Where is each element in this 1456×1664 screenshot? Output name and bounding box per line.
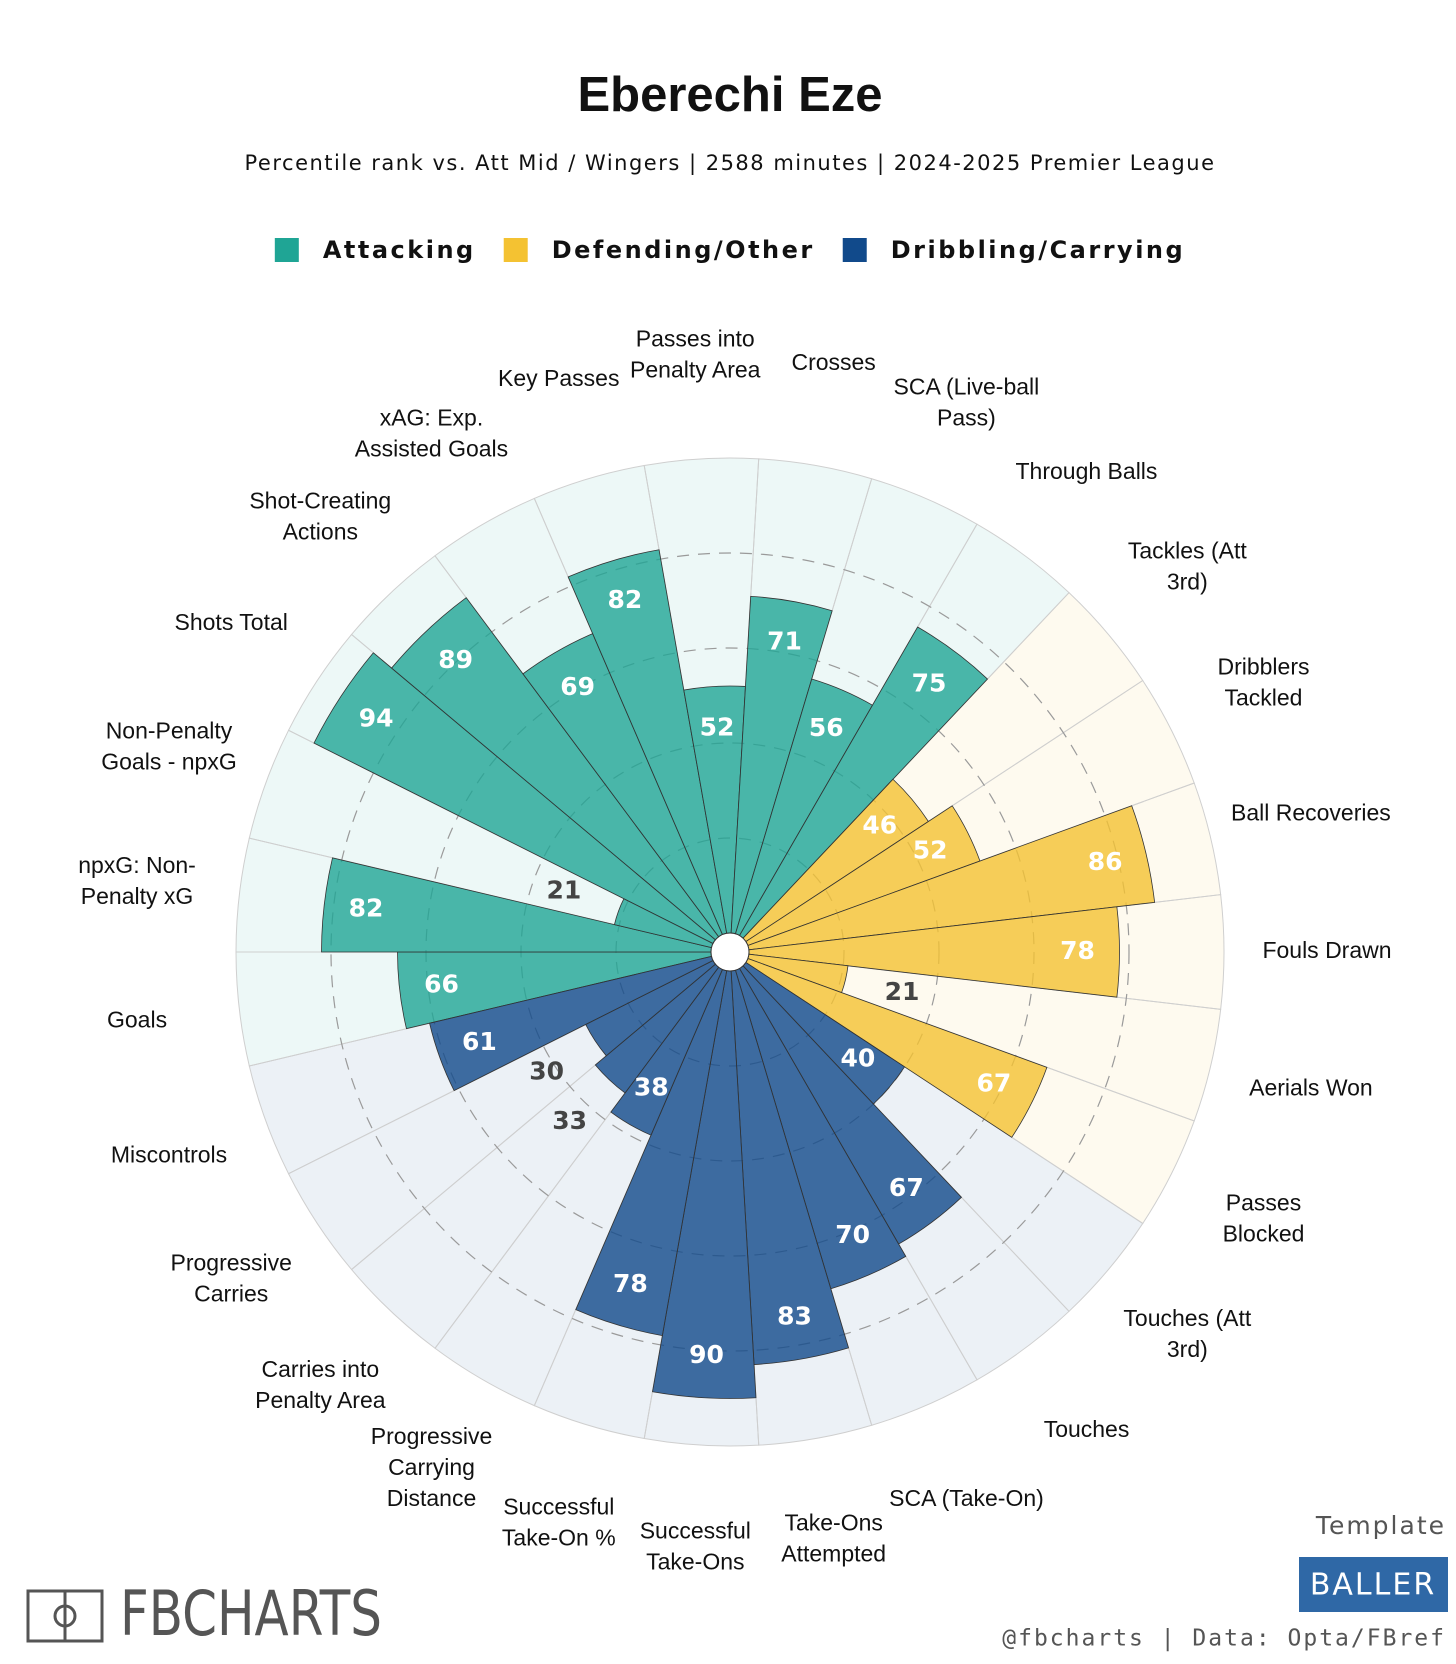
category-label: SCA (Live-ball Pass) [894, 373, 1040, 430]
template-box [1299, 1557, 1448, 1612]
category-label: Miscontrols [111, 1141, 227, 1167]
plot-area: 66 Goals 82 npxG: Non-Penalty xG 21 Non-Penal… [78, 326, 1391, 1575]
chart-title: Eberechi Eze [577, 68, 882, 122]
category-label: Passes into Penalty Area [630, 326, 761, 383]
chart-subtitle: Percentile rank vs. Att Mid / Wingers | … [245, 151, 1216, 176]
credit: @fbcharts | Data: Opta/FBref [1002, 1626, 1446, 1652]
value-label: 52 [913, 835, 948, 864]
category-label: Crosses [791, 349, 875, 375]
category-label: npxG: Non-Penalty xG [78, 852, 196, 909]
category-label: Shots Total [175, 609, 288, 635]
value-label: 86 [1088, 847, 1123, 876]
value-label: 78 [1060, 936, 1095, 965]
category-label: Shot-Creating Actions [249, 487, 391, 544]
legend-label: Dribbling/Carrying [891, 236, 1185, 264]
value-label: 38 [634, 1072, 669, 1101]
value-label: 89 [438, 645, 473, 674]
value-label: 21 [885, 977, 920, 1006]
category-label: Progressive Carrying Distance [371, 1423, 492, 1511]
legend-swatch [842, 238, 867, 262]
value-label: 90 [689, 1340, 724, 1369]
value-label: 66 [424, 970, 459, 999]
category-label: Successful Take-On % [502, 1494, 616, 1551]
value-label: 69 [560, 672, 595, 701]
category-label: Non-Penalty Goals - npxG [101, 717, 237, 774]
value-label: 46 [862, 810, 897, 839]
value-label: 30 [529, 1057, 564, 1086]
category-label: xAG: Exp. Assisted Goals [355, 405, 508, 462]
legend-swatch [274, 238, 299, 262]
center-hole [710, 932, 750, 972]
value-label: 67 [976, 1068, 1011, 1097]
value-label: 52 [700, 712, 735, 741]
fbcharts-logo: FBCHARTS [26, 1577, 382, 1650]
value-label: 33 [552, 1106, 587, 1135]
category-label: Through Balls [1016, 458, 1158, 484]
category-label: Successful Take-Ons [640, 1518, 751, 1575]
category-label: Passes Blocked [1223, 1189, 1305, 1246]
template-name: BALLER [1310, 1568, 1436, 1603]
category-label: Touches [1044, 1416, 1130, 1442]
category-label: Fouls Drawn [1262, 937, 1391, 963]
category-label: Tackles (Att 3rd) [1128, 538, 1247, 595]
value-label: 21 [547, 876, 582, 905]
value-label: 40 [841, 1043, 876, 1072]
value-label: 78 [613, 1269, 648, 1298]
logo-circle [53, 1604, 77, 1628]
category-label: Ball Recoveries [1231, 799, 1391, 825]
value-label: 83 [777, 1302, 812, 1331]
category-label: Carries into Penalty Area [255, 1356, 386, 1413]
template-label: Template [1315, 1511, 1446, 1540]
category-label: Goals [107, 1006, 167, 1032]
legend-swatch [503, 238, 528, 262]
value-label: 56 [809, 713, 844, 742]
category-label: Progressive Carries [171, 1250, 292, 1307]
category-label: Touches (Att 3rd) [1123, 1305, 1251, 1362]
value-label: 70 [835, 1220, 870, 1249]
value-label: 94 [359, 703, 394, 732]
category-label: SCA (Take-On) [889, 1485, 1044, 1511]
grid-circle [330, 552, 1130, 1352]
value-label: 67 [889, 1173, 924, 1202]
value-label: 82 [607, 585, 642, 614]
legend-label: Attacking [323, 236, 476, 264]
legend: Attacking Defending/Other Dribbling/Carryi… [274, 236, 1185, 264]
category-label: Key Passes [498, 365, 619, 391]
value-label: 61 [462, 1027, 497, 1056]
category-label: Aerials Won [1249, 1075, 1373, 1101]
category-label: Take-Ons Attempted [781, 1510, 886, 1567]
value-label: 82 [349, 893, 384, 922]
legend-label: Defending/Other [552, 236, 815, 264]
category-label: Dribblers Tackled [1217, 654, 1309, 711]
value-label: 75 [912, 669, 947, 698]
value-label: 71 [767, 627, 802, 656]
logo-text: FBCHARTS [120, 1577, 382, 1650]
